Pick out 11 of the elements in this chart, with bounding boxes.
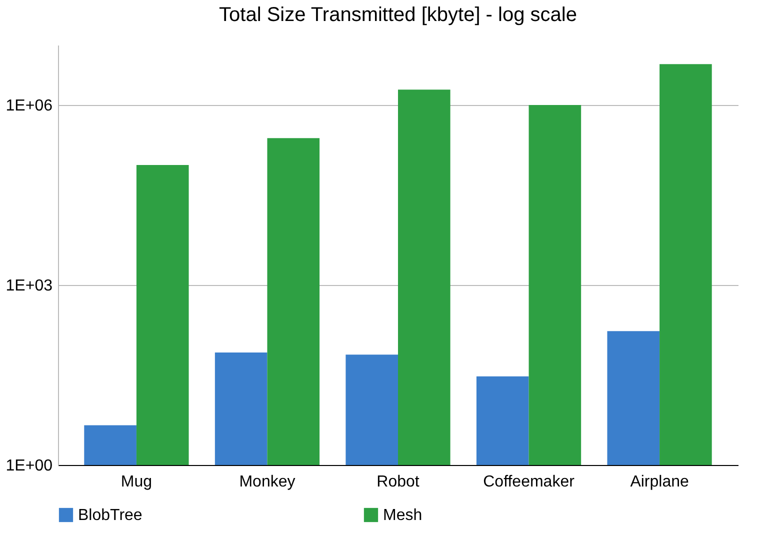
chart-title: Total Size Transmitted [kbyte] - log scale (219, 4, 577, 26)
legend-label: BlobTree (78, 507, 142, 524)
x-tick-label: Coffeemaker (483, 474, 576, 490)
y-tick-label: 1E+03 (6, 278, 53, 294)
x-tick-label: Mug (120, 474, 152, 490)
legend-label: Mesh (383, 507, 422, 524)
y-tick-label: 1E+06 (6, 98, 53, 114)
y-tick-label: 1E+00 (6, 458, 53, 474)
x-tick-label: Airplane (630, 474, 689, 490)
x-tick-label: Monkey (239, 474, 296, 490)
x-tick-label: Robot (376, 474, 420, 490)
